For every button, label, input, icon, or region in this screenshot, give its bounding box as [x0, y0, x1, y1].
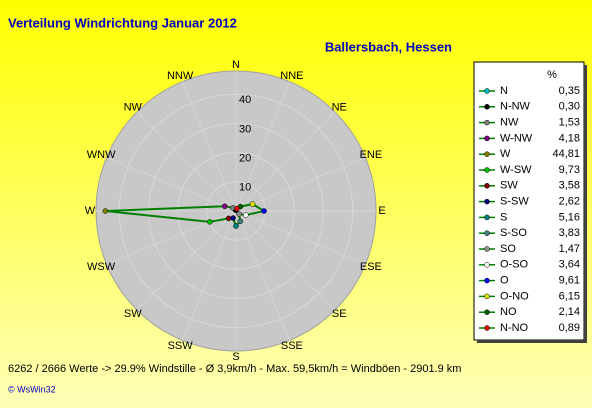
legend-marker — [484, 135, 490, 142]
legend-label: O-NO — [500, 290, 529, 302]
legend-shadow — [477, 340, 587, 343]
r-tick-label: 10 — [239, 182, 251, 194]
legend-label: S-SO — [500, 227, 527, 239]
grid-ring — [148, 123, 324, 299]
legend-value: 3,64 — [559, 259, 580, 271]
legend-marker — [484, 277, 490, 284]
legend-value: 3,83 — [559, 227, 580, 239]
legend-value: 5,16 — [559, 211, 580, 223]
legend-value: 44,81 — [552, 148, 580, 160]
compass-label: W — [85, 205, 96, 217]
rose-point — [234, 205, 240, 212]
compass-label: SSW — [168, 340, 194, 352]
compass-label: WNW — [87, 149, 116, 161]
rose-point — [233, 223, 239, 229]
legend-label: N — [500, 85, 508, 97]
legend-marker — [484, 88, 490, 94]
legend-label: W-NW — [500, 132, 533, 144]
rose-point — [236, 211, 242, 217]
legend-title: % — [547, 69, 557, 81]
legend-value: 9,73 — [559, 164, 580, 176]
legend-value: 9,61 — [559, 275, 580, 287]
legend-label: SO — [500, 243, 516, 255]
compass-label: NW — [124, 102, 143, 114]
rose-point — [221, 203, 228, 210]
legend-value: 1,53 — [559, 117, 580, 129]
legend-label: SW — [500, 180, 518, 192]
legend-value: 0,35 — [559, 85, 580, 97]
rose-point — [207, 219, 213, 225]
chart-subtitle: Ballersbach, Hessen — [325, 39, 452, 54]
compass-label: ENE — [360, 149, 383, 161]
footer: 6262 / 2666 Werte -> 29.9% Windstille - … — [8, 363, 461, 375]
legend-label: N-NW — [500, 101, 531, 113]
rose-point — [102, 208, 109, 214]
legend-marker — [484, 119, 490, 126]
legend-value: 3,58 — [559, 180, 580, 192]
legend-marker — [484, 325, 490, 331]
legend-value: 0,89 — [559, 322, 580, 334]
legend-marker — [484, 230, 490, 236]
legend-label: S — [500, 211, 507, 223]
rose-point — [230, 215, 236, 221]
legend-marker — [484, 262, 490, 268]
legend-label: NO — [500, 306, 517, 318]
rose-point — [243, 212, 249, 218]
chart-title: Verteilung Windrichtung Januar 2012 — [8, 15, 237, 30]
legend-marker — [484, 151, 490, 157]
credit: © WsWin32 — [8, 384, 56, 394]
grid-ring — [177, 152, 295, 270]
compass-label: SW — [124, 308, 142, 320]
compass-label: NE — [332, 102, 347, 114]
legend-value: 0,30 — [559, 101, 580, 113]
legend-label: O-SO — [500, 259, 529, 271]
compass-label: WSW — [87, 261, 116, 273]
compass-label: NNE — [280, 70, 303, 82]
legend-marker — [484, 183, 490, 189]
r-tick-label: 40 — [239, 94, 251, 106]
legend-value: 2,62 — [559, 196, 580, 208]
legend-label: NW — [500, 117, 519, 129]
rose-point — [249, 201, 256, 207]
rose-point — [237, 218, 244, 225]
r-tick-label: 30 — [239, 123, 251, 135]
legend-marker — [484, 167, 490, 173]
legend-marker — [484, 214, 490, 221]
rose-point — [261, 208, 267, 214]
legend-label: N-NO — [500, 322, 529, 334]
legend-marker — [484, 246, 490, 252]
legend-value: 4,18 — [559, 132, 580, 144]
compass-label: N — [232, 59, 240, 71]
compass-label: NNW — [167, 70, 194, 82]
compass-label: ESE — [360, 261, 382, 273]
compass-label: SSE — [281, 340, 303, 352]
r-tick-label: 20 — [239, 153, 251, 165]
legend-shadow — [584, 65, 587, 343]
legend-label: O — [500, 275, 509, 287]
compass-label: SE — [332, 308, 347, 320]
legend-marker — [484, 309, 490, 315]
compass-label: E — [378, 205, 385, 217]
legend-marker — [484, 198, 490, 205]
legend-label: W — [500, 148, 511, 160]
compass-label: S — [232, 351, 239, 363]
legend-marker — [484, 104, 490, 110]
legend-value: 1,47 — [559, 243, 580, 255]
legend-value: 2,14 — [559, 306, 580, 318]
legend-value: 6,15 — [559, 290, 580, 302]
legend-label: S-SW — [500, 196, 529, 208]
legend-label: W-SW — [500, 164, 532, 176]
legend-marker — [484, 293, 490, 300]
